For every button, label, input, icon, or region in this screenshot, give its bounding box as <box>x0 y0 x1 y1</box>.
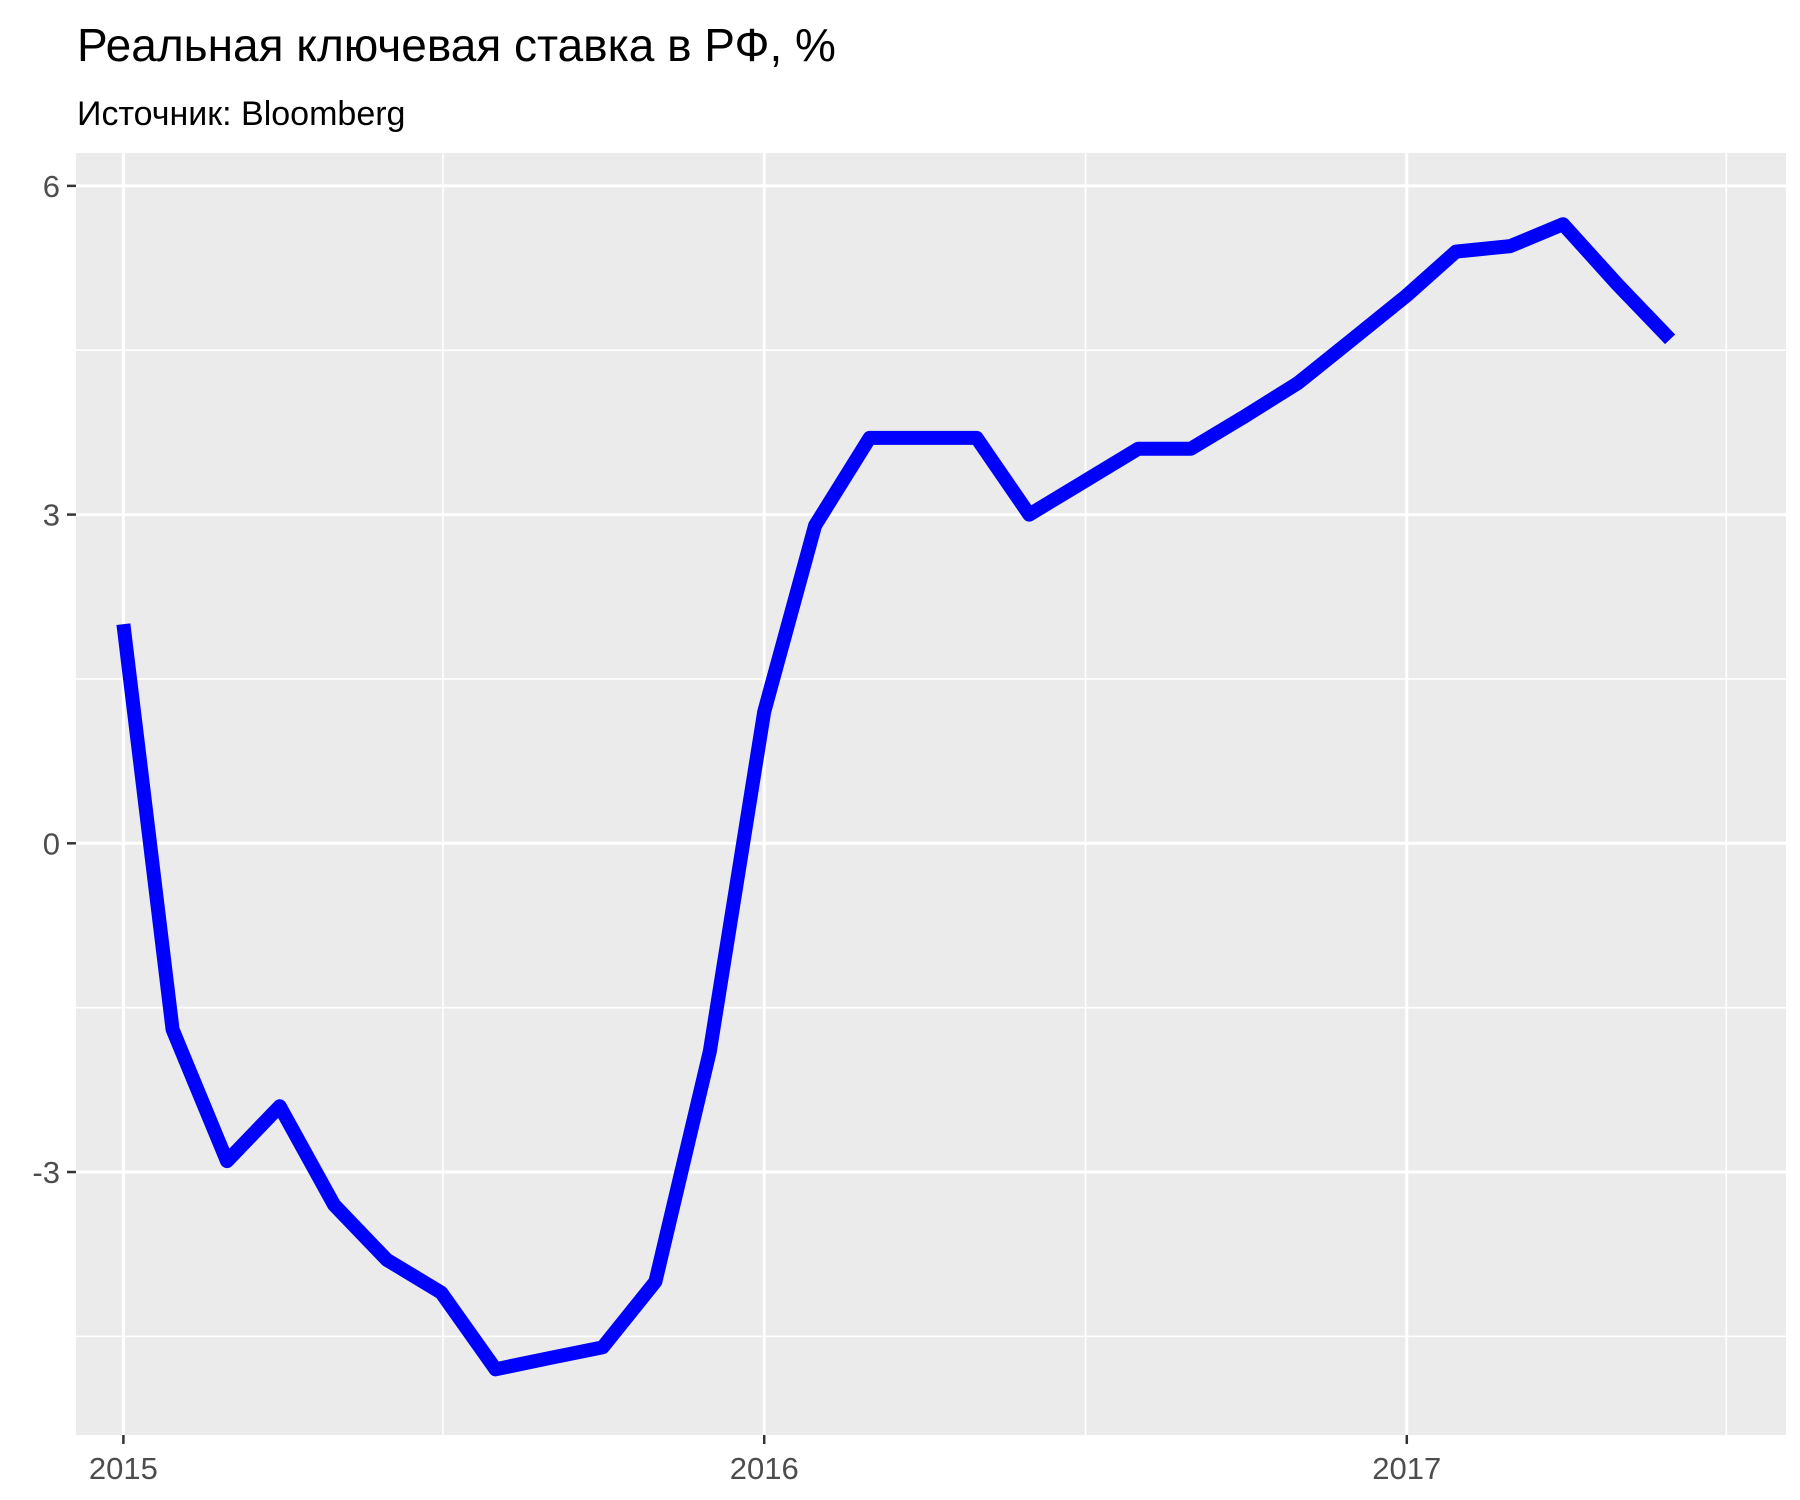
chart-title: Реальная ключевая ставка в РФ, % <box>77 19 836 71</box>
chart-subtitle: Источник: Bloomberg <box>77 95 406 133</box>
y-tick-label: -3 <box>32 1155 60 1190</box>
series-line <box>116 217 1676 1377</box>
y-tick-label: 0 <box>43 826 60 861</box>
plot-panel <box>76 153 1786 1435</box>
x-tick-label: 2016 <box>730 1451 799 1486</box>
axis-ticks <box>67 184 1409 1444</box>
y-axis-labels: -3 0 3 6 <box>32 169 60 1190</box>
y-tick-label: 3 <box>43 498 60 533</box>
x-tick-label: 2015 <box>89 1451 158 1486</box>
minor-gridlines <box>76 153 1786 1435</box>
major-gridlines <box>76 153 1786 1435</box>
x-tick-label: 2017 <box>1372 1451 1441 1486</box>
x-axis-labels: 2015 2016 2017 <box>89 1451 1441 1486</box>
y-tick-label: 6 <box>43 169 60 204</box>
